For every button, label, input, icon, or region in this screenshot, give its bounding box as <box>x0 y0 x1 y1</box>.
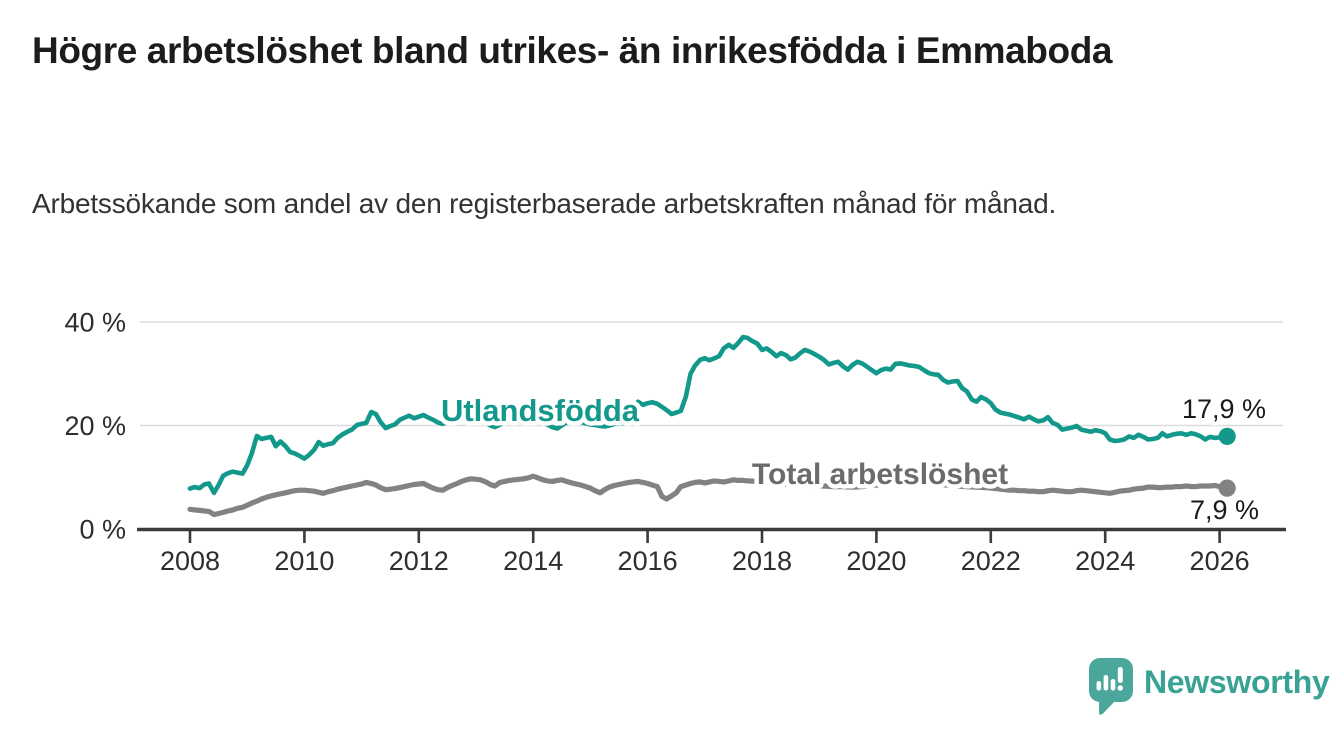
series-end-value-total-arbetsloshet: 7,9 % <box>1190 495 1259 525</box>
x-tick-label-2020: 2020 <box>846 546 906 576</box>
newsworthy-logo: Newsworthy <box>1088 656 1330 716</box>
x-tick-label-2018: 2018 <box>732 546 792 576</box>
logo-bubble-tail <box>1099 699 1116 715</box>
chart-title: Högre arbetslöshet bland utrikes- än inr… <box>32 30 1113 71</box>
chart-subtitle: Arbetssökande som andel av den registerb… <box>32 188 1057 219</box>
y-tick-label-0: 0 % <box>79 515 126 545</box>
series-label-utlandsfodda: Utlandsfödda <box>441 393 640 428</box>
logo-bubble-shape <box>1089 658 1133 702</box>
x-tick-label-2016: 2016 <box>618 546 678 576</box>
x-tick-label-2026: 2026 <box>1190 546 1250 576</box>
series-end-dot-total-arbetsloshet <box>1218 479 1236 497</box>
series-line-total-arbetsloshet <box>187 473 1227 518</box>
x-tick-label-2008: 2008 <box>160 546 220 576</box>
x-tick-label-2010: 2010 <box>274 546 334 576</box>
y-tick-label-40: 40 % <box>64 308 126 338</box>
y-tick-label-20: 20 % <box>64 411 126 441</box>
x-tick-label-2022: 2022 <box>961 546 1021 576</box>
logo-bar-chart-glyph <box>1096 667 1123 691</box>
x-tick-label-2014: 2014 <box>503 546 563 576</box>
x-tick-label-2012: 2012 <box>389 546 449 576</box>
x-tick-label-2024: 2024 <box>1075 546 1135 576</box>
chart-canvas: 0 % 20 % 40 % 2008 2010 2012 2014 2016 2018 2020 2… <box>64 308 1286 576</box>
series-line-utlandsfodda <box>187 334 1227 496</box>
series-end-dot-utlandsfodda <box>1218 427 1236 445</box>
series-label-total-arbetsloshet: Total arbetslöshet <box>752 458 1008 491</box>
series-end-value-utlandsfodda: 17,9 % <box>1182 394 1266 424</box>
newsworthy-wordmark: Newsworthy <box>1144 664 1330 700</box>
newsworthy-speech-bubble-bar-chart-icon <box>1089 658 1133 715</box>
